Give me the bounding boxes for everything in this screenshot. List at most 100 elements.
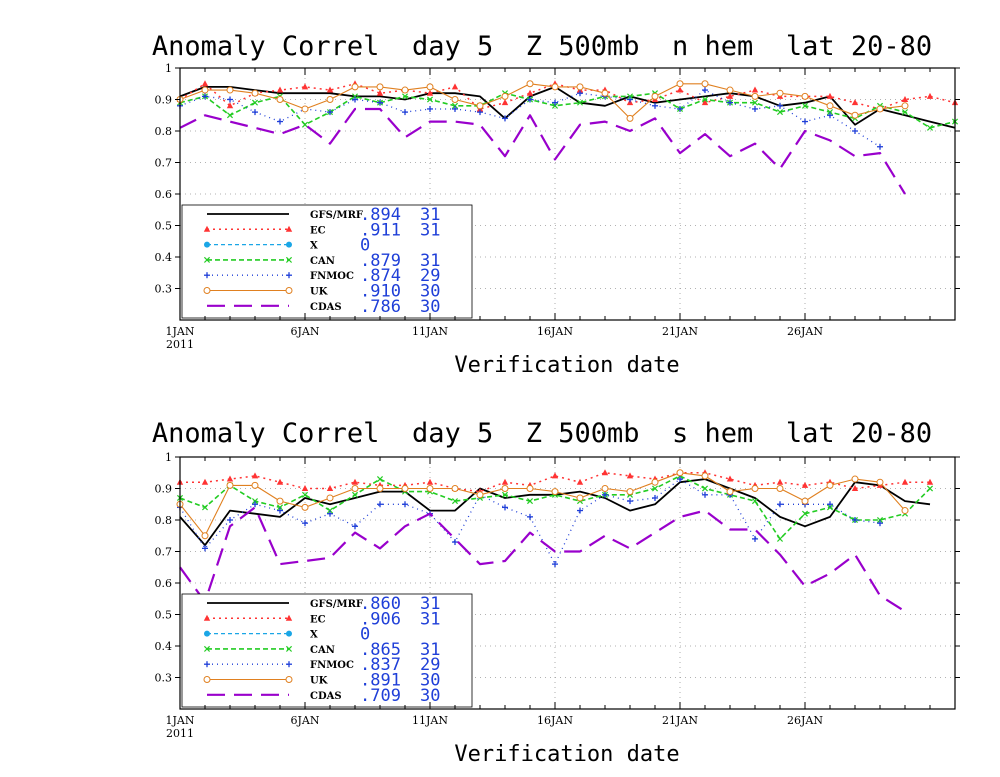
legend-label: UK [310,287,328,298]
x-tick-label: 11JAN [412,325,448,338]
uk-point [526,80,534,88]
fnmoc-point [202,545,208,552]
uk-point [876,105,884,113]
legend-x-point [286,630,292,637]
fnmoc-point [377,99,383,106]
y-tick-label: 0.5 [155,220,173,233]
ec-point [426,478,434,485]
uk-point [276,96,284,103]
legend-score: .860 [360,594,401,614]
legend-entry-uk: UK .891 30 [203,671,440,691]
uk-point [276,497,284,505]
ec-point [751,86,759,93]
uk-point [676,469,684,477]
can-point [501,491,509,498]
legend-box [181,204,473,319]
can-point [926,485,934,492]
series-line-cdas [179,107,906,195]
x-tick-label: 1JAN [166,714,195,727]
y-tick-label: 0.7 [155,546,173,559]
legend-can-point [285,256,293,263]
uk-point [726,488,734,496]
uk-point [851,111,859,119]
series-can [176,472,934,542]
fnmoc-point [327,510,333,517]
uk-point [551,83,559,91]
legend-label: EC [310,225,326,236]
legend-count: 31 [420,205,440,225]
series-gfs-mrf [179,86,956,129]
ec-point [801,481,809,488]
uk-point [201,86,209,94]
legend-entry-can: CAN .865 31 [203,640,440,660]
uk-point [226,86,234,94]
ec-point [376,89,384,96]
uk-point [701,80,709,88]
series-line-uk [179,83,906,119]
fnmoc-point [677,105,683,112]
can-point [376,476,384,483]
uk-point [251,89,259,97]
uk-point [501,92,509,100]
can-point [626,93,634,100]
legend-ec-point [285,225,293,232]
fnmoc-point [452,105,458,112]
ec-point [626,472,634,479]
x-tick-label: 11JAN [412,714,448,727]
x-tick-label: 16JAN [537,714,573,727]
can-point [776,535,784,542]
uk-point [476,102,484,110]
fnmoc-point [577,507,583,514]
fnmoc-point [427,105,433,112]
can-point [251,498,259,505]
legend-count: 29 [420,266,440,286]
can-point [301,491,309,498]
can-point [201,504,209,511]
legend-label: X [310,241,318,252]
fnmoc-point [377,501,383,508]
can-point [301,121,309,128]
uk-point [251,481,259,489]
fnmoc-point [227,517,233,523]
uk-point [751,92,759,100]
fnmoc-point [502,504,508,511]
legend-entry-ec: EC .911 31 [203,220,440,240]
uk-point [801,497,809,505]
legend-score: .911 [360,220,401,240]
legend-can-point [285,645,293,652]
legend-score: 0 [360,625,370,645]
x-tick-label: 21JAN [662,714,698,727]
ec-point [926,478,934,485]
ec-point [926,92,934,99]
uk-point [201,532,209,540]
fnmoc-point [877,143,883,150]
can-point [826,109,834,116]
uk-point [801,92,809,100]
legend-label: UK [310,676,328,687]
legend-entry-fnmoc: FNMOC .837 29 [204,655,440,675]
ec-point [351,478,359,485]
can-point [551,102,559,109]
uk-point [351,485,359,492]
can-point [776,109,784,116]
uk-point [226,481,234,489]
uk-point [501,485,509,492]
can-point [826,504,834,511]
legend-uk-point [203,676,211,683]
can-point [276,504,284,511]
legend-uk-point [285,287,293,294]
y-tick-label: 0.6 [155,188,173,201]
fnmoc-point [477,109,483,116]
uk-point [576,494,584,502]
uk-point [776,89,784,97]
uk-point [351,83,359,91]
ec-point [601,469,609,476]
fnmoc-point [552,99,558,106]
legend-fnmoc-point [204,661,210,668]
y-tick-label: 0.9 [155,483,173,496]
legend-label: EC [310,614,326,625]
uk-point [626,114,634,122]
